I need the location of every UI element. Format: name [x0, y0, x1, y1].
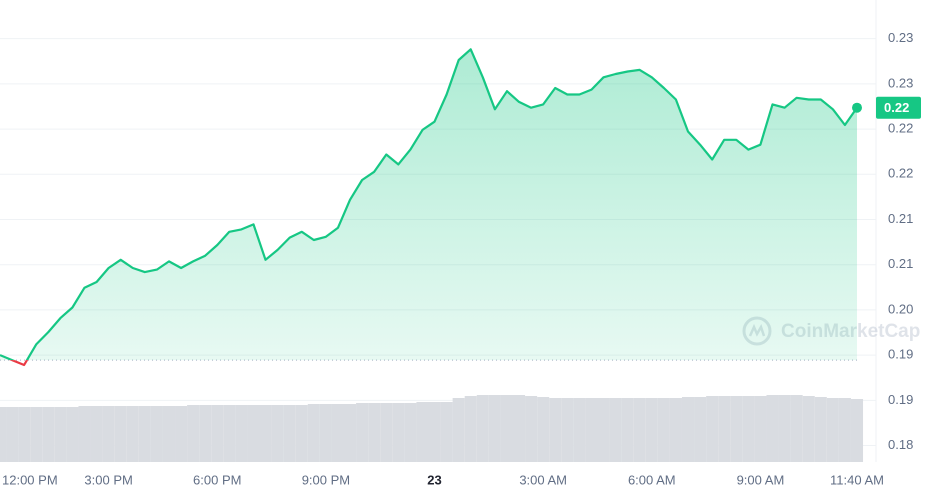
price-tag-label: 0.22: [884, 100, 909, 115]
volume-bar: [187, 405, 200, 462]
volume-bar: [90, 406, 103, 462]
price-tag: [876, 96, 921, 119]
volume-bar: [150, 406, 163, 462]
volume-bar: [766, 395, 779, 462]
volume-bar: [669, 398, 682, 462]
volume-bar: [850, 399, 864, 462]
volume-bar: [102, 406, 115, 462]
volume-bar: [754, 396, 767, 462]
x-tick-label: 3:00 PM: [84, 472, 132, 487]
volume-bar: [18, 407, 31, 462]
volume-bar: [718, 396, 731, 462]
volume-bar: [464, 396, 477, 462]
volume-bar: [247, 405, 260, 462]
x-tick-label: 12:00 PM: [2, 472, 58, 487]
y-tick-label: 0.22: [888, 121, 913, 136]
volume-bar: [706, 396, 719, 462]
volume-bar: [331, 404, 345, 462]
volume-bar: [319, 404, 332, 462]
volume-bar: [609, 398, 622, 462]
volume-bar: [573, 398, 586, 462]
volume-bar: [114, 406, 127, 462]
y-tick-label: 0.23: [888, 30, 913, 45]
volume-bar: [525, 396, 538, 462]
volume-bar: [126, 406, 139, 462]
volume-bar: [742, 396, 755, 462]
volume-bar: [585, 398, 598, 462]
volume-bar: [778, 395, 791, 462]
volume-bar: [78, 406, 91, 462]
volume-bar: [730, 396, 743, 462]
y-tick-label: 0.22: [888, 166, 913, 181]
volume-bar: [814, 397, 827, 462]
last-point: [852, 102, 862, 113]
volume-bar: [416, 402, 429, 462]
volume-bar: [440, 402, 453, 462]
volume-bar: [175, 406, 188, 462]
volume-bar: [162, 406, 176, 462]
volume-bar: [597, 398, 610, 462]
volume-bar: [344, 404, 357, 462]
volume-bar: [488, 395, 501, 462]
volume-bar: [356, 403, 369, 462]
volume-bar: [368, 403, 381, 462]
volume-bar: [500, 395, 513, 462]
volume-bar: [66, 407, 79, 462]
volume-bar: [392, 403, 405, 462]
y-tick-label: 0.21: [888, 211, 913, 226]
volume-bar: [271, 405, 284, 462]
volume-bar: [380, 403, 393, 462]
volume-bar: [54, 407, 67, 462]
volume-bar: [138, 406, 151, 462]
x-tick-label: 3:00 AM: [519, 472, 567, 487]
x-tick-label: 9:00 AM: [737, 472, 785, 487]
volume-bar: [0, 407, 7, 462]
volume-bar: [549, 398, 562, 462]
volume-bar: [295, 405, 308, 462]
volume-bar: [235, 405, 248, 462]
volume-bar: [645, 398, 658, 462]
volume-bar: [537, 397, 550, 462]
volume-bar: [657, 398, 670, 462]
volume-bar: [694, 397, 707, 462]
volume-bar: [428, 402, 441, 462]
y-tick-label: 0.19: [888, 347, 913, 362]
volume-bar: [211, 405, 224, 462]
volume-bar: [681, 397, 695, 462]
volume-bar: [838, 398, 851, 462]
volume-bar: [826, 398, 839, 462]
volume-bar: [802, 396, 815, 462]
volume-bar: [223, 405, 236, 462]
volume-bar: [790, 395, 803, 462]
area: [0, 49, 857, 361]
volume-bar: [476, 395, 489, 462]
y-tick-label: 0.20: [888, 301, 913, 316]
y-tick-label: 0.18: [888, 437, 913, 452]
y-tick-label: 0.23: [888, 75, 913, 90]
x-tick-label: 6:00 AM: [628, 472, 676, 487]
volume-bar: [283, 405, 296, 462]
volume-bar: [621, 398, 634, 462]
y-tick-label: 0.19: [888, 392, 913, 407]
x-tick-label: 6:00 PM: [193, 472, 241, 487]
y-tick-label: 0.21: [888, 256, 913, 271]
volume-bar: [452, 398, 465, 462]
x-tick-label: 9:00 PM: [302, 472, 350, 487]
volume-bar: [42, 407, 55, 462]
volume-bar: [404, 403, 417, 462]
x-tick-label: 11:40 AM: [830, 472, 884, 487]
volume-bar: [512, 395, 526, 462]
price-line: [0, 48, 858, 361]
volume-bar: [561, 398, 574, 462]
volume-bar: [307, 404, 320, 462]
volume-bar: [30, 407, 43, 462]
volume-bar: [6, 407, 19, 462]
x-tick-label: 23: [427, 472, 441, 487]
volume-bar: [199, 405, 212, 462]
volume-bar: [633, 398, 646, 462]
volume-bar: [259, 405, 272, 462]
